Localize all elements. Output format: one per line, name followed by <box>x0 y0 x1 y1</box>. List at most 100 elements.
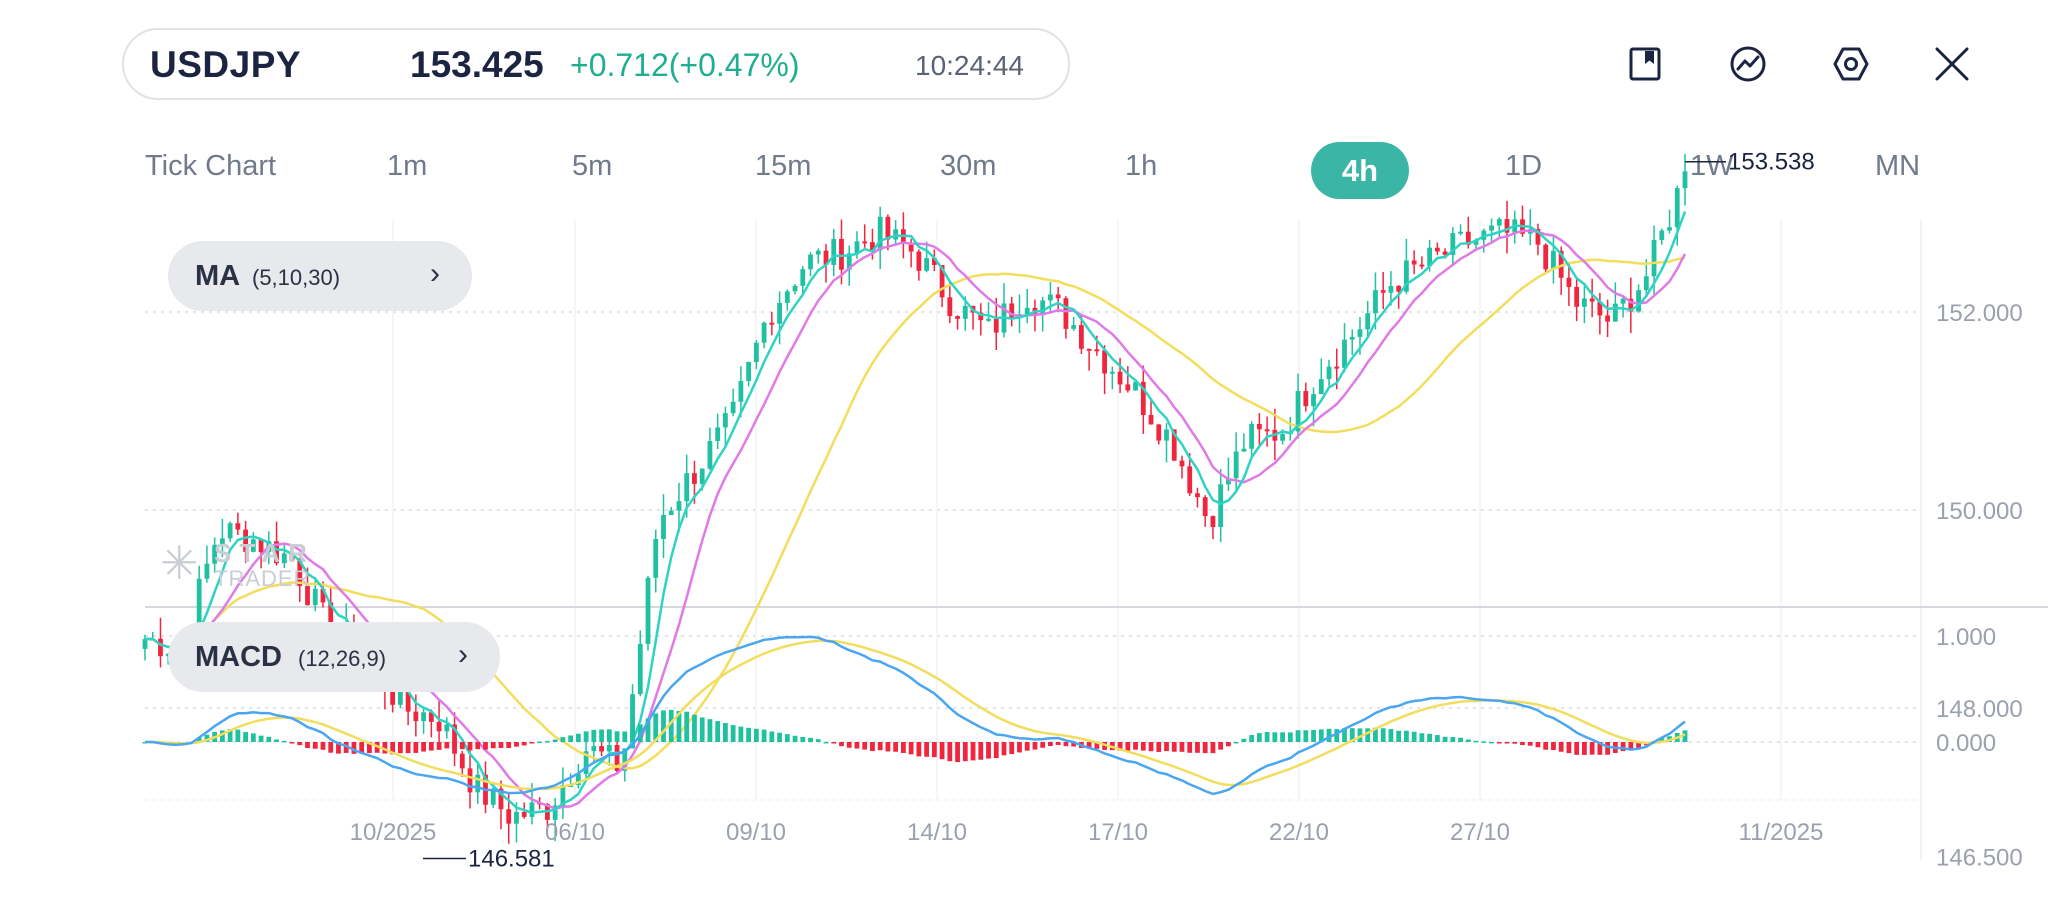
macd-histogram-bar <box>668 709 674 742</box>
candle <box>1334 366 1340 369</box>
candle <box>839 238 844 270</box>
candle <box>204 563 210 579</box>
bookmark-icon[interactable] <box>1625 44 1665 84</box>
macd-histogram-bar <box>792 735 798 742</box>
candle <box>1342 339 1347 368</box>
candle <box>1427 247 1433 267</box>
candle <box>521 812 527 817</box>
macd-histogram-bar <box>204 734 210 742</box>
candle <box>1504 219 1510 233</box>
candle <box>568 785 574 788</box>
macd-name: MACD <box>195 641 282 673</box>
macd-histogram-bar <box>1063 742 1069 747</box>
macd-histogram-bar <box>1589 742 1595 755</box>
macd-histogram-bar <box>514 742 519 747</box>
macd-histogram-bar <box>243 731 249 742</box>
candle <box>962 305 968 319</box>
candle <box>1612 303 1618 322</box>
x-tick-label: 10/2025 <box>350 819 437 846</box>
tab-15m[interactable]: 15m <box>755 150 812 182</box>
macd-histogram-bar <box>970 742 976 761</box>
candle <box>1210 516 1216 527</box>
candle <box>1566 277 1572 287</box>
candle <box>885 216 891 240</box>
macd-histogram-bar <box>583 731 589 742</box>
macd-histogram-bar <box>730 725 736 742</box>
candle <box>815 250 821 255</box>
ma-indicator-pill[interactable]: MA (5,10,30) › <box>168 241 472 311</box>
macd-histogram-bar <box>390 742 396 755</box>
candle <box>1117 371 1123 385</box>
candle <box>1195 493 1200 498</box>
macd-histogram-bar <box>1543 742 1549 750</box>
macd-histogram-bar <box>854 742 860 749</box>
candle <box>1543 244 1549 270</box>
symbol-name[interactable]: USDJPY <box>150 44 302 85</box>
candle <box>1535 229 1541 245</box>
macd-histogram-bar <box>1148 742 1154 752</box>
macd-histogram-bar <box>297 742 303 746</box>
candle <box>1071 325 1077 329</box>
tab-1w[interactable]: 1W <box>1690 150 1734 182</box>
macd-histogram-bar <box>815 739 821 742</box>
macd-histogram-bar <box>1241 738 1247 742</box>
candle <box>800 269 806 286</box>
macd-histogram-bar <box>328 742 334 753</box>
candle <box>1140 381 1146 415</box>
macd-histogram-bar <box>367 742 372 754</box>
candle <box>1411 260 1417 265</box>
candle <box>1605 315 1611 322</box>
macd-histogram-bar <box>1024 742 1030 751</box>
macd-histogram-bar <box>1187 742 1193 753</box>
macd-histogram-bar <box>1404 730 1409 742</box>
macd-histogram-bar <box>1117 742 1123 751</box>
macd-histogram-bar <box>1272 732 1278 742</box>
candle <box>1063 298 1069 329</box>
candle <box>653 539 659 578</box>
macd-histogram-bar <box>274 739 279 742</box>
candle <box>1326 366 1332 380</box>
tab-tick-chart[interactable]: Tick Chart <box>145 150 277 182</box>
tab-1d[interactable]: 1D <box>1505 150 1543 182</box>
server-time: 10:24:44 <box>915 50 1024 81</box>
tab-mn[interactable]: MN <box>1875 150 1921 182</box>
candle <box>846 253 852 270</box>
macd-histogram-bar <box>1659 738 1665 742</box>
candle <box>939 264 945 298</box>
macd-histogram-bar <box>1566 742 1572 754</box>
candle <box>1256 423 1262 430</box>
tab-30m[interactable]: 30m <box>940 150 997 182</box>
candle <box>1442 251 1448 255</box>
macd-histogram-bar <box>1558 742 1564 752</box>
x-tick-label: 09/10 <box>726 819 786 846</box>
tab-5m[interactable]: 5m <box>572 150 613 182</box>
macd-histogram-bar <box>692 714 697 742</box>
macd-histogram-bar <box>986 742 991 759</box>
macd-histogram-bar <box>459 742 465 750</box>
candle <box>1156 424 1162 441</box>
tab-1h[interactable]: 1h <box>1125 150 1158 182</box>
macd-histogram-bar <box>305 742 310 749</box>
close-icon[interactable] <box>1932 44 1972 84</box>
candle <box>1218 484 1224 527</box>
trend-chart-icon[interactable] <box>1728 44 1768 84</box>
ticker-summary-pill <box>122 28 1070 100</box>
macd-indicator-pill[interactable]: MACD (12,26,9) › <box>168 622 500 692</box>
macd-histogram-bar <box>1388 729 1394 742</box>
candle <box>978 312 984 321</box>
candle <box>436 721 442 732</box>
macd-histogram-bar <box>452 742 457 749</box>
macd-histogram-bar <box>575 733 581 742</box>
macd-histogram-bar <box>661 710 666 742</box>
macd-histogram-bar <box>1535 742 1541 748</box>
last-price: 153.425 <box>410 44 544 85</box>
macd-histogram-bar <box>1179 742 1185 752</box>
macd-histogram-bar <box>1442 736 1448 742</box>
settings-hex-icon[interactable] <box>1831 44 1871 84</box>
watermark-top-text: STAR <box>214 538 315 568</box>
tab-1m[interactable]: 1m <box>387 150 428 182</box>
tab-4h-active[interactable]: 4h <box>1311 142 1409 199</box>
candle <box>1419 264 1425 267</box>
candle <box>777 302 782 324</box>
